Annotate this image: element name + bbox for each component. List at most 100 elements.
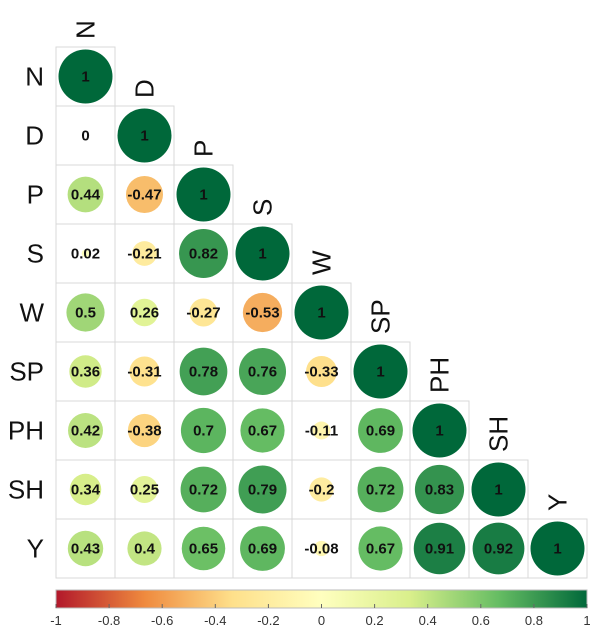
corr-circle-SH-N (69, 473, 102, 506)
corr-value-P-N: 0.44 (71, 187, 101, 204)
column-label-P: P (189, 140, 219, 157)
corr-circle-SP-D (129, 356, 160, 387)
corr-value-SH-S: 0.79 (248, 482, 277, 499)
column-label-W: W (307, 250, 337, 275)
row-label-S: S (27, 239, 44, 269)
corr-circle-SP-SP (353, 344, 408, 399)
corr-circle-Y-S (240, 526, 285, 571)
grid-cell-D-N (55, 105, 116, 166)
corr-value-PH-SP: 0.69 (366, 423, 395, 440)
corr-circle-N-N (58, 49, 113, 104)
colorbar-tick-label: -0.4 (204, 613, 226, 628)
grid-cell-PH-N (55, 400, 116, 461)
corr-value-SH-P: 0.72 (189, 482, 218, 499)
corr-circle-SH-P (180, 466, 227, 513)
corr-value-PH-PH: 1 (435, 423, 443, 440)
corr-value-W-W: 1 (317, 305, 325, 322)
grid-cell-W-S (232, 282, 293, 343)
corr-value-SP-W: -0.33 (304, 364, 338, 381)
corr-circle-S-D (132, 241, 157, 266)
column-label-Y: Y (543, 494, 573, 511)
corr-circle-S-N (81, 249, 90, 258)
corr-circle-Y-N (67, 530, 104, 567)
colorbar-tick-label: 1 (583, 613, 590, 628)
corr-value-Y-N: 0.43 (71, 541, 100, 558)
colorbar-tick-label: -0.8 (98, 613, 120, 628)
corr-circle-PH-N (68, 413, 103, 448)
corr-circle-Y-W (313, 540, 330, 557)
corr-value-SH-D: 0.25 (130, 482, 159, 499)
row-label-PH: PH (8, 416, 44, 446)
corr-circle-SP-P (179, 347, 228, 396)
corr-circle-SH-D (131, 476, 158, 503)
corr-value-P-P: 1 (199, 187, 207, 204)
corr-value-S-N: 0.02 (71, 246, 100, 263)
corr-circle-W-D (130, 298, 159, 327)
corr-circle-W-W (294, 285, 349, 340)
corr-value-W-S: -0.53 (245, 305, 279, 322)
corr-circle-PH-D (127, 413, 162, 448)
corr-value-P-D: -0.47 (127, 187, 161, 204)
corr-circle-D-D (117, 108, 172, 163)
corr-value-Y-S: 0.69 (248, 541, 277, 558)
column-label-SP: SP (366, 299, 396, 334)
row-label-P: P (27, 180, 44, 210)
correlation-values: 10 10.44 -0.47 10.02 -0.21 0.82 10.5 0.26 -0.27-… (71, 69, 562, 558)
corr-value-N-N: 1 (81, 69, 89, 86)
corr-value-SP-SP: 1 (376, 364, 384, 381)
row-label-SH: SH (8, 475, 44, 505)
corr-value-W-N: 0.5 (75, 305, 96, 322)
corr-value-PH-W: -0.11 (305, 423, 338, 440)
corr-value-Y-D: 0.4 (134, 541, 156, 558)
colorbar-tick-label: 0 (318, 613, 325, 628)
corr-circle-W-N (66, 293, 105, 332)
corr-value-SH-SH: 1 (494, 482, 502, 499)
corr-value-PH-P: 0.7 (193, 423, 214, 440)
corr-circle-SH-S (238, 465, 287, 514)
corr-circle-PH-S (240, 408, 285, 453)
column-label-PH: PH (425, 357, 455, 393)
corr-circle-P-N (67, 176, 104, 213)
corr-circle-W-P (189, 298, 218, 327)
corr-circle-SH-SP (357, 466, 404, 513)
corr-circle-PH-P (180, 407, 227, 454)
corr-value-D-D: 1 (140, 128, 148, 145)
corr-circle-SH-PH (414, 464, 465, 515)
corr-value-SH-N: 0.34 (71, 482, 101, 499)
column-label-SH: SH (484, 416, 514, 452)
corr-circle-SH-SH (471, 462, 526, 517)
corr-value-SH-PH: 0.83 (425, 482, 454, 499)
corr-value-S-P: 0.82 (189, 246, 218, 263)
corr-value-Y-Y: 1 (553, 541, 561, 558)
corr-circle-P-P (176, 167, 231, 222)
row-label-D: D (25, 121, 44, 151)
corr-circle-SH-W (309, 477, 334, 502)
corr-value-SP-S: 0.76 (248, 364, 277, 381)
colorbar-tick-label: 0.2 (366, 613, 384, 628)
corr-value-SP-N: 0.36 (71, 364, 100, 381)
corr-circle-PH-PH (412, 403, 467, 458)
corr-value-PH-S: 0.67 (248, 423, 277, 440)
corr-circle-Y-Y (530, 521, 585, 576)
colorbar-tick-label: 0.6 (472, 613, 490, 628)
corr-circle-Y-SP (358, 526, 403, 571)
grid-cell-S-D (114, 223, 175, 284)
corr-circle-S-S (235, 226, 290, 281)
row-label-Y: Y (27, 534, 44, 564)
corr-value-Y-PH: 0.91 (425, 541, 454, 558)
corr-value-Y-SH: 0.92 (484, 541, 513, 558)
colorbar: -1 -0.8 -0.6 -0.4 -0.2 0 0.2 0.4 0.6 0.8 1 (50, 589, 590, 628)
corr-circle-W-S (242, 292, 283, 333)
correlation-circles (58, 49, 585, 576)
corr-circle-SP-S (238, 347, 287, 396)
row-label-SP: SP (9, 357, 44, 387)
corr-circle-Y-P (181, 526, 226, 571)
corr-value-SH-W: -0.2 (309, 482, 335, 499)
corr-value-PH-N: 0.42 (71, 423, 100, 440)
corr-value-SP-D: -0.31 (127, 364, 161, 381)
colorbar-tick-label: 0.4 (419, 613, 437, 628)
corr-circle-PH-W (312, 421, 331, 440)
corr-circle-P-D (125, 175, 164, 214)
